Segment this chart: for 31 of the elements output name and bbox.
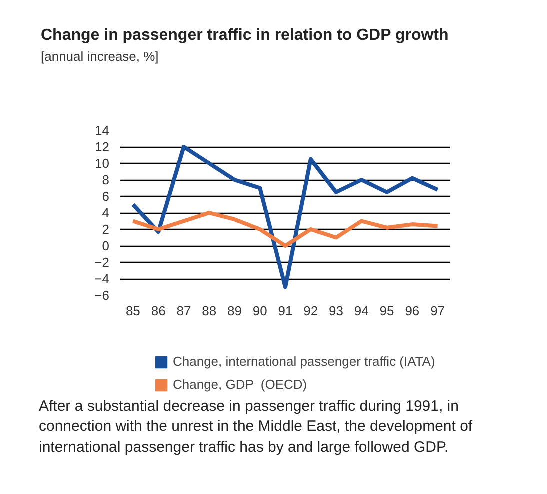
line-series [131,211,440,248]
text: After a substantial decrease in passenger traffic during 1991, in connection with the unrest in the Middle East, the development of international passenger traffic has by and large followed GDP. [39,397,474,458]
x-tick-label: 93 [329,304,344,318]
chart-subtitle: [annual increase, %] [41,48,159,64]
chart-title: Change in passenger traffic in relation to GDP growth [41,27,449,44]
x-tick-label: 87 [176,304,192,318]
legend-label: Change, GDP (OECD) [173,377,308,392]
x-tick-label: 94 [354,304,369,318]
legend-label: Change, international passenger traffic (IATA) [173,354,436,369]
x-tick-label: 90 [252,304,268,318]
y-tick-label: 6 [102,189,110,204]
y-tick-label: 0 [102,238,110,254]
y-tick-label: 4 [102,206,110,220]
x-tick-label: 86 [151,304,166,318]
x-tick-label: 85 [126,304,140,318]
x-tick-label: 88 [202,304,217,318]
y-tick-label: 14 [95,123,110,138]
x-tick-label: 92 [304,304,318,318]
y-tick-label: −4 [94,272,110,286]
y-tick-label: −6 [94,288,110,303]
y-tick-label: −2 [94,255,110,270]
x-tick-label: 96 [405,304,420,318]
x-tick-label: 97 [430,304,446,318]
y-tick-label: 12 [95,140,110,154]
x-tick-label: 95 [380,304,394,318]
y-tick-label: 10 [95,156,110,171]
line-series [131,145,440,290]
x-tick-label: 91 [278,304,293,318]
y-tick-label: 2 [102,222,110,237]
y-tick-label: 8 [102,172,110,188]
x-tick-label: 89 [228,304,242,318]
